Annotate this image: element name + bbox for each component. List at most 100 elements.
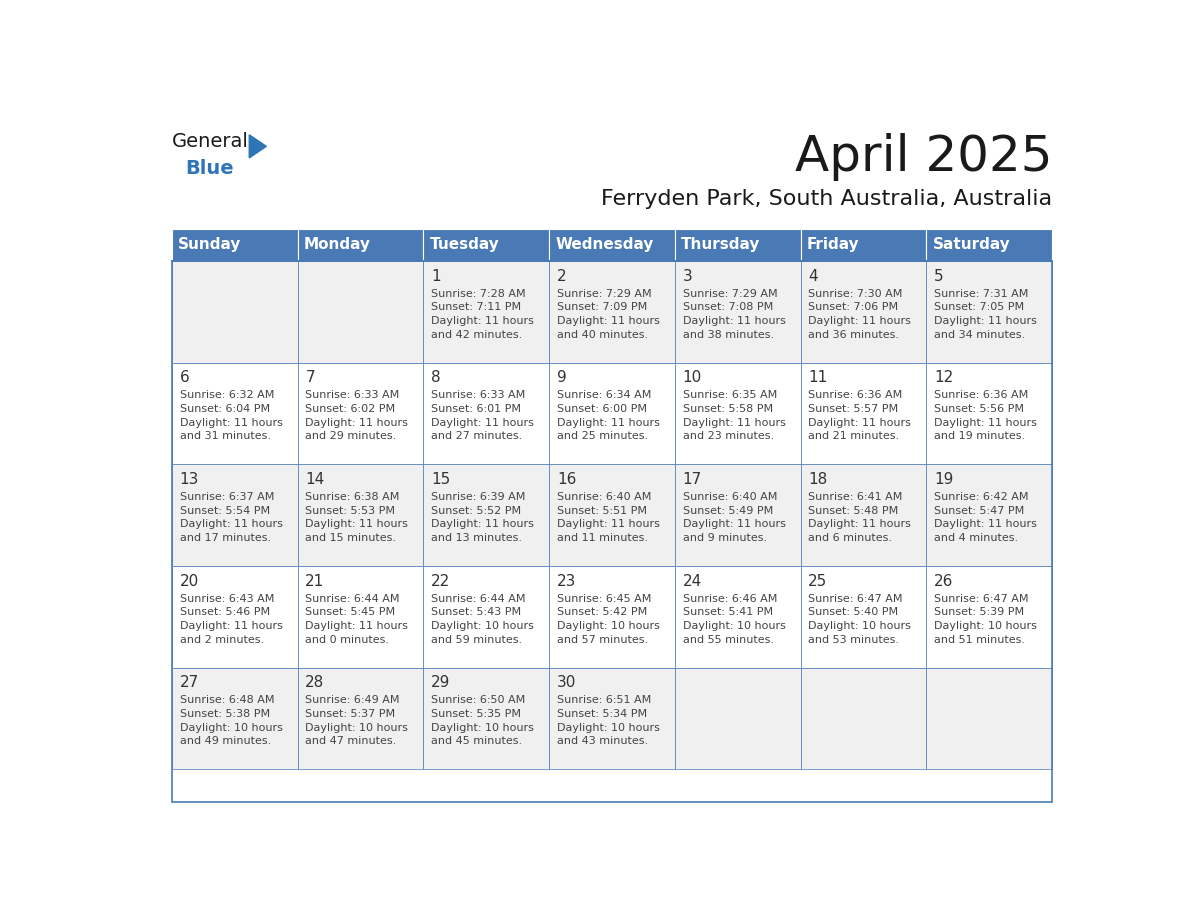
- Bar: [801, 566, 927, 667]
- Text: Tuesday: Tuesday: [430, 238, 499, 252]
- Bar: [549, 465, 675, 566]
- Bar: [297, 465, 423, 566]
- Text: 25: 25: [808, 574, 828, 588]
- Text: 24: 24: [683, 574, 702, 588]
- Bar: [927, 229, 1053, 261]
- Bar: [675, 363, 801, 465]
- Bar: [549, 363, 675, 465]
- Bar: [801, 465, 927, 566]
- Text: 14: 14: [305, 472, 324, 487]
- Text: Sunrise: 7:29 AM
Sunset: 7:09 PM
Daylight: 11 hours
and 40 minutes.: Sunrise: 7:29 AM Sunset: 7:09 PM Dayligh…: [557, 289, 659, 340]
- Bar: [297, 667, 423, 769]
- Text: 26: 26: [934, 574, 954, 588]
- Bar: [423, 229, 549, 261]
- Bar: [423, 363, 549, 465]
- Text: Sunrise: 6:40 AM
Sunset: 5:51 PM
Daylight: 11 hours
and 11 minutes.: Sunrise: 6:40 AM Sunset: 5:51 PM Dayligh…: [557, 492, 659, 543]
- Bar: [927, 566, 1053, 667]
- Text: Monday: Monday: [304, 238, 371, 252]
- Text: Sunrise: 6:35 AM
Sunset: 5:58 PM
Daylight: 11 hours
and 23 minutes.: Sunrise: 6:35 AM Sunset: 5:58 PM Dayligh…: [683, 390, 785, 442]
- Bar: [423, 667, 549, 769]
- Text: Saturday: Saturday: [933, 238, 1011, 252]
- Bar: [172, 465, 297, 566]
- Bar: [172, 261, 297, 363]
- Text: 13: 13: [179, 472, 198, 487]
- Bar: [172, 667, 297, 769]
- Text: 20: 20: [179, 574, 198, 588]
- Text: Sunrise: 6:40 AM
Sunset: 5:49 PM
Daylight: 11 hours
and 9 minutes.: Sunrise: 6:40 AM Sunset: 5:49 PM Dayligh…: [683, 492, 785, 543]
- Text: 27: 27: [179, 676, 198, 690]
- Text: Sunrise: 6:33 AM
Sunset: 6:01 PM
Daylight: 11 hours
and 27 minutes.: Sunrise: 6:33 AM Sunset: 6:01 PM Dayligh…: [431, 390, 533, 442]
- Text: 11: 11: [808, 371, 828, 386]
- Text: Blue: Blue: [185, 160, 234, 178]
- Text: Sunrise: 7:28 AM
Sunset: 7:11 PM
Daylight: 11 hours
and 42 minutes.: Sunrise: 7:28 AM Sunset: 7:11 PM Dayligh…: [431, 289, 533, 340]
- Bar: [172, 229, 297, 261]
- Text: 5: 5: [934, 269, 943, 284]
- Bar: [423, 566, 549, 667]
- Bar: [675, 465, 801, 566]
- Bar: [297, 363, 423, 465]
- Text: 18: 18: [808, 472, 828, 487]
- Bar: [549, 229, 675, 261]
- Bar: [927, 465, 1053, 566]
- Text: Sunrise: 6:37 AM
Sunset: 5:54 PM
Daylight: 11 hours
and 17 minutes.: Sunrise: 6:37 AM Sunset: 5:54 PM Dayligh…: [179, 492, 283, 543]
- Bar: [801, 229, 927, 261]
- Bar: [549, 566, 675, 667]
- Bar: [423, 261, 549, 363]
- Bar: [423, 465, 549, 566]
- Text: Sunrise: 6:47 AM
Sunset: 5:39 PM
Daylight: 10 hours
and 51 minutes.: Sunrise: 6:47 AM Sunset: 5:39 PM Dayligh…: [934, 594, 1037, 644]
- Text: 29: 29: [431, 676, 450, 690]
- Text: Friday: Friday: [807, 238, 860, 252]
- Text: 8: 8: [431, 371, 441, 386]
- Text: Sunrise: 7:29 AM
Sunset: 7:08 PM
Daylight: 11 hours
and 38 minutes.: Sunrise: 7:29 AM Sunset: 7:08 PM Dayligh…: [683, 289, 785, 340]
- Text: Sunrise: 6:33 AM
Sunset: 6:02 PM
Daylight: 11 hours
and 29 minutes.: Sunrise: 6:33 AM Sunset: 6:02 PM Dayligh…: [305, 390, 409, 442]
- Bar: [297, 261, 423, 363]
- Bar: [927, 363, 1053, 465]
- Text: 16: 16: [557, 472, 576, 487]
- Text: Sunrise: 6:51 AM
Sunset: 5:34 PM
Daylight: 10 hours
and 43 minutes.: Sunrise: 6:51 AM Sunset: 5:34 PM Dayligh…: [557, 695, 659, 746]
- Text: Sunrise: 6:36 AM
Sunset: 5:57 PM
Daylight: 11 hours
and 21 minutes.: Sunrise: 6:36 AM Sunset: 5:57 PM Dayligh…: [808, 390, 911, 442]
- Text: 17: 17: [683, 472, 702, 487]
- Text: Sunrise: 6:44 AM
Sunset: 5:43 PM
Daylight: 10 hours
and 59 minutes.: Sunrise: 6:44 AM Sunset: 5:43 PM Dayligh…: [431, 594, 533, 644]
- Text: Sunrise: 6:44 AM
Sunset: 5:45 PM
Daylight: 11 hours
and 0 minutes.: Sunrise: 6:44 AM Sunset: 5:45 PM Dayligh…: [305, 594, 409, 644]
- Text: Sunrise: 6:36 AM
Sunset: 5:56 PM
Daylight: 11 hours
and 19 minutes.: Sunrise: 6:36 AM Sunset: 5:56 PM Dayligh…: [934, 390, 1037, 442]
- Text: Sunrise: 6:49 AM
Sunset: 5:37 PM
Daylight: 10 hours
and 47 minutes.: Sunrise: 6:49 AM Sunset: 5:37 PM Dayligh…: [305, 695, 409, 746]
- Text: 4: 4: [808, 269, 819, 284]
- Text: 22: 22: [431, 574, 450, 588]
- Bar: [801, 667, 927, 769]
- Bar: [801, 363, 927, 465]
- Text: 1: 1: [431, 269, 441, 284]
- Text: 28: 28: [305, 676, 324, 690]
- Text: Ferryden Park, South Australia, Australia: Ferryden Park, South Australia, Australi…: [601, 189, 1053, 208]
- Text: 9: 9: [557, 371, 567, 386]
- Text: Sunrise: 6:32 AM
Sunset: 6:04 PM
Daylight: 11 hours
and 31 minutes.: Sunrise: 6:32 AM Sunset: 6:04 PM Dayligh…: [179, 390, 283, 442]
- Text: 15: 15: [431, 472, 450, 487]
- Text: Sunrise: 7:31 AM
Sunset: 7:05 PM
Daylight: 11 hours
and 34 minutes.: Sunrise: 7:31 AM Sunset: 7:05 PM Dayligh…: [934, 289, 1037, 340]
- Text: General: General: [172, 131, 248, 151]
- Text: Sunrise: 6:34 AM
Sunset: 6:00 PM
Daylight: 11 hours
and 25 minutes.: Sunrise: 6:34 AM Sunset: 6:00 PM Dayligh…: [557, 390, 659, 442]
- Text: 19: 19: [934, 472, 954, 487]
- Bar: [549, 261, 675, 363]
- Text: 23: 23: [557, 574, 576, 588]
- Text: 30: 30: [557, 676, 576, 690]
- Text: 7: 7: [305, 371, 315, 386]
- Bar: [172, 261, 1053, 801]
- Bar: [801, 261, 927, 363]
- Text: Sunrise: 6:42 AM
Sunset: 5:47 PM
Daylight: 11 hours
and 4 minutes.: Sunrise: 6:42 AM Sunset: 5:47 PM Dayligh…: [934, 492, 1037, 543]
- Bar: [675, 229, 801, 261]
- Text: Sunrise: 6:46 AM
Sunset: 5:41 PM
Daylight: 10 hours
and 55 minutes.: Sunrise: 6:46 AM Sunset: 5:41 PM Dayligh…: [683, 594, 785, 644]
- Text: Sunrise: 7:30 AM
Sunset: 7:06 PM
Daylight: 11 hours
and 36 minutes.: Sunrise: 7:30 AM Sunset: 7:06 PM Dayligh…: [808, 289, 911, 340]
- Text: Sunrise: 6:39 AM
Sunset: 5:52 PM
Daylight: 11 hours
and 13 minutes.: Sunrise: 6:39 AM Sunset: 5:52 PM Dayligh…: [431, 492, 533, 543]
- Text: Sunrise: 6:45 AM
Sunset: 5:42 PM
Daylight: 10 hours
and 57 minutes.: Sunrise: 6:45 AM Sunset: 5:42 PM Dayligh…: [557, 594, 659, 644]
- Bar: [172, 566, 297, 667]
- Text: Sunrise: 6:43 AM
Sunset: 5:46 PM
Daylight: 11 hours
and 2 minutes.: Sunrise: 6:43 AM Sunset: 5:46 PM Dayligh…: [179, 594, 283, 644]
- Bar: [675, 261, 801, 363]
- Text: Sunrise: 6:38 AM
Sunset: 5:53 PM
Daylight: 11 hours
and 15 minutes.: Sunrise: 6:38 AM Sunset: 5:53 PM Dayligh…: [305, 492, 409, 543]
- Text: 10: 10: [683, 371, 702, 386]
- Text: Sunrise: 6:50 AM
Sunset: 5:35 PM
Daylight: 10 hours
and 45 minutes.: Sunrise: 6:50 AM Sunset: 5:35 PM Dayligh…: [431, 695, 533, 746]
- Bar: [172, 363, 297, 465]
- Bar: [549, 667, 675, 769]
- Text: April 2025: April 2025: [795, 133, 1053, 181]
- Text: 12: 12: [934, 371, 954, 386]
- Polygon shape: [249, 135, 266, 158]
- Bar: [297, 229, 423, 261]
